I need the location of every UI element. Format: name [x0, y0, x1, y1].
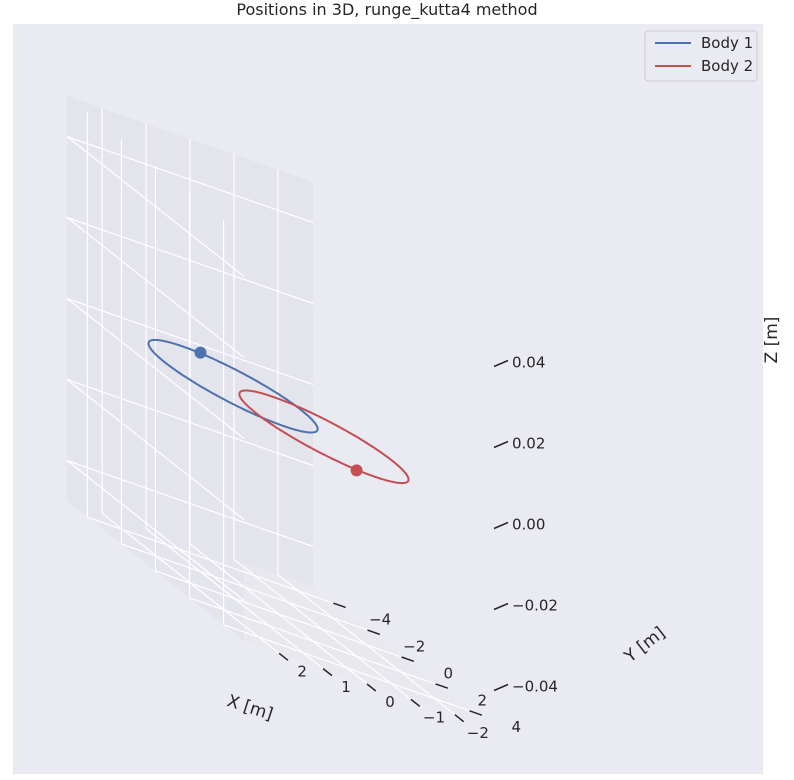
- z-axis-label: Z [m]: [762, 317, 782, 364]
- grid-line-z-side: [66, 378, 314, 467]
- x-tick-label: 0: [443, 664, 453, 682]
- grid-line-z-side: [66, 297, 314, 386]
- z-tick-label: −0.04: [512, 678, 558, 696]
- marker-body-2: [350, 464, 363, 477]
- x-tick: [469, 710, 483, 716]
- y-tick: [322, 668, 333, 677]
- marker-body-1: [194, 346, 207, 359]
- y-tick: [278, 652, 289, 661]
- grid-line-y-floor: [277, 574, 456, 716]
- y-tick: [366, 683, 377, 692]
- z-tick-label: 0.00: [512, 516, 545, 534]
- grid-lines: [66, 108, 470, 716]
- x-tick: [401, 656, 415, 663]
- z-tick: [493, 683, 509, 692]
- z-tick-label: 0.02: [512, 435, 545, 453]
- grid-line-z-back: [66, 136, 245, 277]
- y-tick-label: 1: [341, 678, 351, 696]
- markers: [194, 346, 363, 477]
- y-tick-label: 2: [297, 662, 307, 680]
- x-tick-label: −4: [369, 610, 391, 628]
- ticks: [278, 359, 509, 723]
- z-tick: [493, 521, 509, 530]
- z-tick: [493, 602, 509, 611]
- grid-line-y-floor: [101, 512, 280, 654]
- orbit-body-2: [238, 389, 410, 485]
- x-tick: [435, 683, 449, 689]
- orbits: [147, 338, 410, 485]
- grid-line-z-side: [66, 135, 314, 224]
- y-tick: [410, 698, 421, 707]
- x-tick: [367, 629, 381, 636]
- x-tick-label: 2: [478, 691, 488, 709]
- grid-line-z-side: [66, 216, 314, 305]
- legend: Body 1 Body 2: [644, 30, 758, 82]
- z-tick-label: −0.02: [512, 597, 558, 615]
- z-tick: [493, 359, 509, 368]
- y-tick-label: −2: [467, 724, 489, 742]
- x-tick-label: 4: [512, 718, 522, 736]
- grid-line-z-side: [66, 459, 314, 548]
- tick-labels: −4 −2 0 2 4 −2 −1 0 1 2 −0.04 −0.02 0.00 0.02 0.04: [297, 354, 558, 742]
- y-tick-label: 0: [385, 693, 395, 711]
- x-tick: [333, 602, 346, 609]
- y-tick: [454, 714, 465, 723]
- grid-line-z-back: [66, 217, 245, 358]
- grid-line-y-floor: [189, 543, 368, 685]
- legend-label-body-2: Body 2: [701, 57, 753, 75]
- grid-line-z-back: [66, 460, 245, 601]
- grid-line-z-back: [66, 379, 245, 520]
- x-tick-label: −2: [403, 637, 425, 655]
- z-tick: [493, 440, 509, 449]
- y-tick-label: −1: [423, 709, 445, 727]
- orbit-body-1: [147, 338, 319, 434]
- z-tick-label: 0.04: [512, 354, 545, 372]
- grid-line-z-back: [66, 298, 245, 439]
- grid-line-y-floor: [233, 558, 412, 700]
- legend-label-body-1: Body 1: [701, 34, 753, 52]
- grid-line-y-floor: [145, 528, 324, 670]
- chart-title: Positions in 3D, runge_kutta4 method: [236, 0, 537, 20]
